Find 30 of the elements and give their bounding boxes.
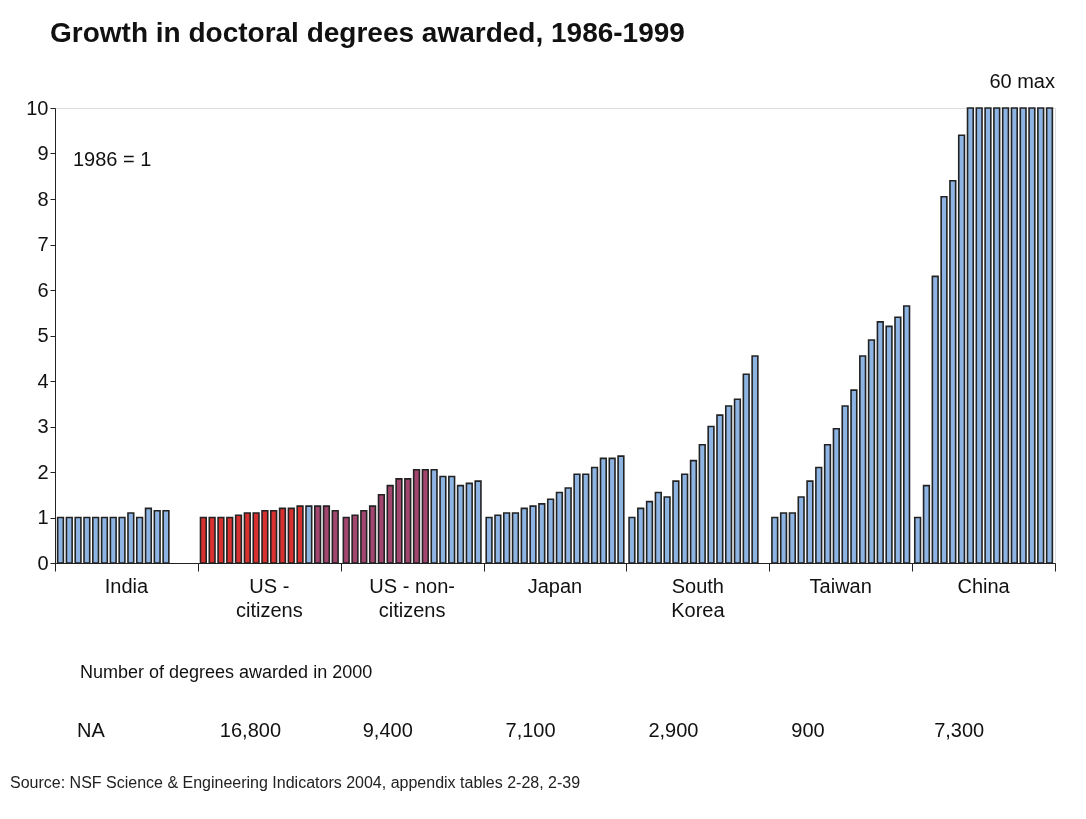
- text: 2,900: [648, 719, 699, 741]
- x-tick-label: US - non-citizens: [369, 575, 455, 621]
- x-tick-label: US - citizens: [235, 575, 303, 621]
- y-tick-label: 7: [37, 233, 49, 255]
- source-note: Source: NSF Science & Engineering Indicators 2004, appendix tables 2-28, 2-39: [10, 774, 581, 791]
- chart-title: Growth in doctoral degrees awarded, 1986-1999: [50, 17, 685, 48]
- x-tick-label: India: [104, 575, 149, 597]
- y-tick-label: 6: [37, 278, 49, 301]
- x-tick-label: China: [957, 575, 1011, 597]
- x-tick-label: Taiwan: [809, 575, 872, 597]
- y-tick-label: 8: [37, 187, 49, 210]
- x-tick-label: South Korea: [671, 575, 726, 621]
- text: 9,400: [362, 719, 413, 741]
- y-tick-label: 1: [37, 506, 49, 528]
- y-tick-label: 10: [26, 96, 49, 119]
- y-tick-label: 9: [37, 142, 49, 164]
- annotation: 60 max: [989, 70, 1055, 92]
- text: 900: [791, 719, 825, 741]
- y-tick-label: 3: [37, 415, 49, 437]
- text: Number of degrees awarded in 2000: [80, 662, 373, 682]
- annotation: 1986 = 1: [73, 148, 152, 170]
- y-tick-label: 4: [37, 369, 49, 392]
- y-tick-label: 2: [37, 460, 49, 483]
- text: 7,100: [505, 719, 556, 741]
- y-tick-label: 5: [37, 324, 49, 346]
- y-tick-label: 0: [37, 551, 49, 574]
- text: 7,300: [934, 719, 985, 741]
- text: NA: [77, 719, 106, 741]
- text: 16,800: [219, 719, 282, 741]
- x-tick-label: Japan: [527, 575, 583, 597]
